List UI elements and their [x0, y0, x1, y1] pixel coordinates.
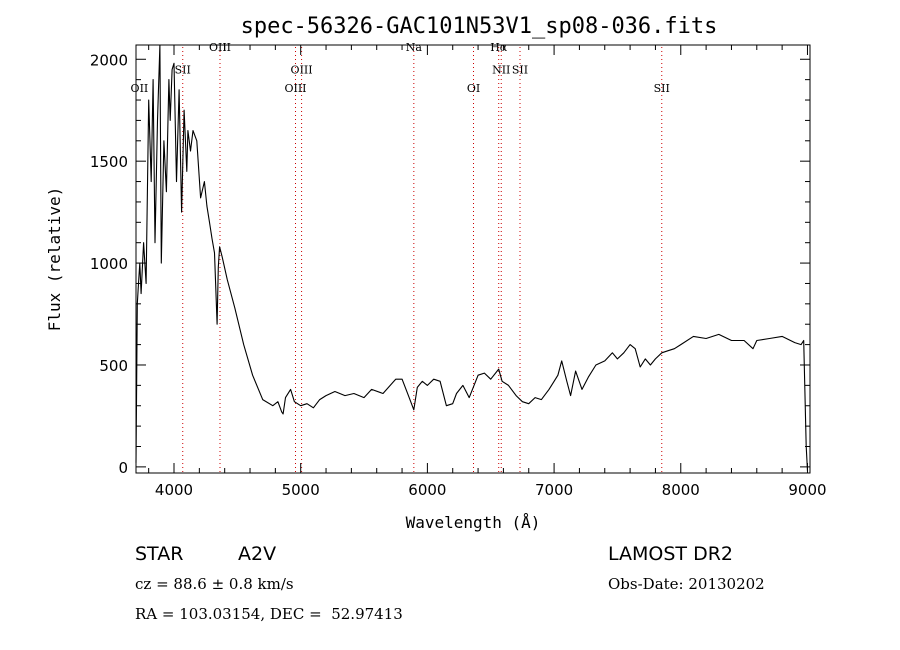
spectral-line-label: OII — [131, 82, 149, 95]
spectral-line-label: OIII — [284, 82, 306, 95]
spectral-line-label: SII — [512, 64, 528, 77]
chart-title: spec-56326-GAC101N53V1_sp08-036.fits — [241, 14, 718, 39]
spectral-line-label: Hα — [490, 41, 508, 54]
y-axis-label: Flux (relative) — [45, 187, 64, 332]
y-tick-label: 1500 — [90, 153, 128, 171]
spectral-line-label: NII — [492, 64, 510, 77]
plot-frame — [135, 44, 811, 474]
x-tick-label: 9000 — [788, 481, 826, 499]
spectral-line-label: OIII — [209, 41, 231, 54]
survey-name: LAMOST DR2 — [608, 543, 733, 565]
redshift-readout: cz = 88.6 ± 0.8 km/s — [135, 575, 294, 593]
x-tick-label: 4000 — [155, 481, 193, 499]
x-tick-label: 6000 — [408, 481, 446, 499]
y-tick-label: 2000 — [90, 51, 128, 69]
obs-date: Obs-Date: 20130202 — [608, 575, 765, 593]
object-class: STAR — [135, 543, 184, 565]
spectral-line-label: SII — [654, 82, 670, 95]
x-axis-label: Wavelength (Å) — [406, 513, 541, 532]
x-tick-label: 7000 — [535, 481, 573, 499]
y-tick-label: 500 — [99, 357, 128, 375]
object-subclass: A2V — [238, 543, 277, 565]
coordinates: RA = 103.03154, DEC = 52.97413 — [135, 605, 403, 623]
spectral-line-label: OIII — [291, 64, 313, 77]
y-tick-label: 0 — [118, 459, 128, 477]
x-tick-label: 8000 — [662, 481, 700, 499]
spectral-line-label: Na — [406, 41, 423, 54]
flux-series-line — [135, 44, 809, 472]
x-tick-label: 5000 — [282, 481, 320, 499]
y-tick-label: 1000 — [90, 255, 128, 273]
spectral-line-label: OI — [467, 82, 480, 95]
spectral-line-label: SII — [175, 64, 191, 77]
